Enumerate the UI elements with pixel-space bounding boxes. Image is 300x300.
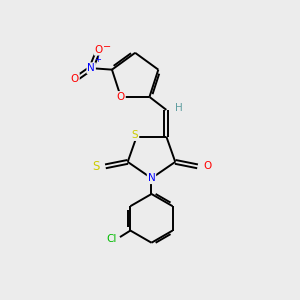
Text: O: O — [117, 92, 125, 102]
Text: N: N — [148, 173, 155, 183]
Text: Cl: Cl — [106, 234, 117, 244]
Text: O: O — [203, 161, 212, 171]
Text: H: H — [175, 103, 183, 113]
Text: S: S — [92, 160, 100, 173]
Text: O: O — [71, 74, 79, 84]
Text: N: N — [87, 63, 95, 73]
Text: O: O — [94, 45, 103, 55]
Text: +: + — [94, 55, 101, 64]
Text: S: S — [132, 130, 139, 140]
Text: −: − — [103, 42, 111, 52]
